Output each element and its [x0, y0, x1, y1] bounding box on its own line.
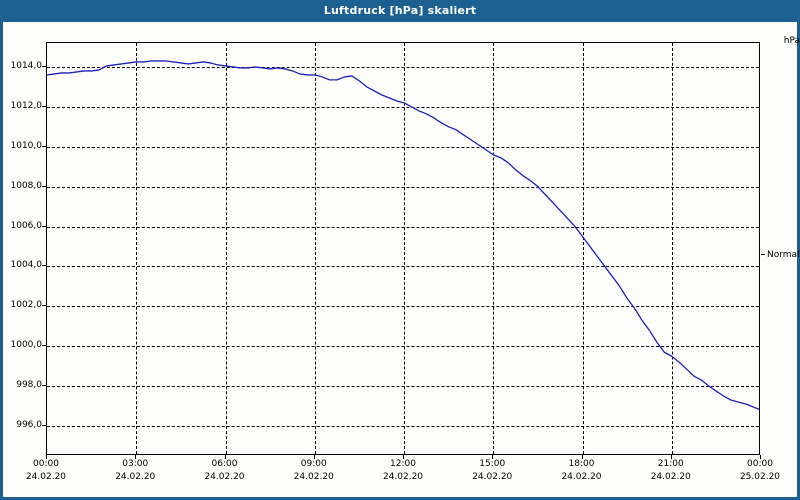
y-axis-tick-mark	[42, 345, 46, 347]
gridline-horizontal	[47, 426, 759, 428]
x-axis-tick-time: 18:00	[568, 459, 595, 469]
x-axis-tick-date: 24.02.20	[650, 472, 691, 482]
x-axis-tick-mark	[46, 455, 47, 459]
gridline-horizontal	[47, 226, 759, 228]
gridline-horizontal	[47, 346, 759, 348]
gridline-horizontal	[47, 266, 759, 268]
series-polyline	[47, 60, 759, 411]
x-axis-tick-date: 24.02.20	[115, 472, 156, 482]
annotation-label: Normal	[767, 250, 800, 261]
x-axis-tick-time: 21:00	[657, 459, 684, 469]
gridline-horizontal	[47, 306, 759, 308]
gridline-horizontal	[47, 106, 759, 108]
annotation-tick-icon	[761, 254, 765, 256]
y-axis-tick-mark	[42, 185, 46, 187]
y-axis-tick-mark	[42, 305, 46, 307]
x-axis-tick-time: 06:00	[211, 459, 238, 469]
pressure-series-line	[47, 60, 759, 411]
x-axis-tick-date: 24.02.20	[293, 472, 334, 482]
x-axis-tick-label: 09:00 24.02.20	[274, 458, 354, 484]
gridline-vertical	[404, 43, 405, 454]
plot-area	[46, 42, 760, 455]
x-axis-tick-date: 24.02.20	[472, 472, 513, 482]
y-axis-tick-mark	[42, 385, 46, 387]
y-axis-tick-mark	[42, 225, 46, 227]
gridline-horizontal	[47, 186, 759, 188]
y-axis-tick-label: 1004,0	[10, 260, 43, 271]
x-axis-tick-time: 00:00	[747, 459, 773, 469]
y-axis-tick-mark	[42, 145, 46, 147]
x-axis-tick-mark	[670, 455, 672, 459]
x-axis-tick-time: 00:00	[33, 459, 59, 469]
x-axis-tick-date: 24.02.20	[382, 472, 424, 482]
gridline-horizontal	[47, 66, 759, 68]
y-axis-labels: 1014,0 1012,0 1010,0 1008,0 1006,0 1004,0 1002…	[0, 0, 43, 500]
x-axis-tick-label: 00:00 25.02.20	[720, 458, 800, 484]
x-axis-tick-date: 24.02.20	[25, 472, 67, 482]
x-axis-tick-date: 24.02.20	[561, 472, 602, 482]
gridline-horizontal	[47, 146, 759, 148]
x-axis-tick-mark	[492, 455, 494, 459]
y-axis-tick-label: 1012,0	[10, 100, 43, 111]
gridline-horizontal	[47, 386, 759, 388]
y-axis-unit-label: hPa	[783, 36, 800, 46]
y-axis-tick-label: 1000,0	[10, 340, 43, 351]
x-axis-tick-date: 24.02.20	[204, 472, 245, 482]
x-axis-tick-label: 15:00 24.02.20	[452, 458, 532, 484]
x-axis-tick-label: 18:00 24.02.20	[542, 458, 622, 484]
y-axis-tick-mark	[42, 105, 46, 107]
x-axis-tick-label: 06:00 24.02.20	[185, 458, 265, 484]
x-axis-tick-time: 03:00	[122, 459, 149, 469]
x-axis-tick-date: 25.02.20	[739, 472, 781, 482]
gridline-vertical	[136, 43, 138, 454]
x-axis-tick-label: 03:00 24.02.20	[95, 458, 175, 484]
x-axis-tick-mark	[760, 455, 761, 459]
y-axis-tick-label: 1014,0	[10, 60, 43, 71]
x-axis-tick-mark	[313, 455, 315, 459]
x-axis-tick-label: 21:00 24.02.20	[631, 458, 711, 484]
x-axis-tick-time: 12:00	[390, 459, 416, 469]
x-axis-tick-label: 12:00 24.02.20	[363, 458, 443, 484]
x-axis-tick-time: 15:00	[479, 459, 506, 469]
gridline-vertical	[314, 43, 316, 454]
y-axis-tick-label: 998,0	[16, 380, 42, 391]
x-axis-tick-mark	[224, 455, 226, 459]
y-axis-tick-label: 1006,0	[10, 220, 43, 231]
normal-reference-annotation: Normal	[761, 250, 800, 260]
gridline-vertical	[582, 43, 584, 454]
y-axis-tick-mark	[42, 265, 46, 267]
x-axis-labels: 00:00 24.02.20 03:00 24.02.20 06:00 24.02.20 0…	[0, 458, 800, 498]
x-axis-tick-mark	[581, 455, 583, 459]
x-axis-tick-mark	[403, 455, 404, 459]
gridline-vertical	[671, 43, 673, 454]
window-title: Luftdruck [hPa] skaliert	[0, 0, 800, 22]
y-axis-tick-label: 1010,0	[10, 140, 43, 151]
y-axis-tick-mark	[42, 65, 46, 67]
gridline-vertical	[493, 43, 495, 454]
x-axis-tick-label: 00:00 24.02.20	[6, 458, 86, 484]
gridline-vertical	[225, 43, 227, 454]
y-axis-tick-mark	[42, 425, 46, 427]
y-axis-tick-label: 1008,0	[10, 180, 43, 191]
y-axis-tick-label: 996,0	[16, 420, 42, 431]
x-axis-tick-mark	[135, 455, 137, 459]
y-axis-tick-label: 1002,0	[10, 300, 43, 311]
x-axis-tick-time: 09:00	[300, 459, 327, 469]
